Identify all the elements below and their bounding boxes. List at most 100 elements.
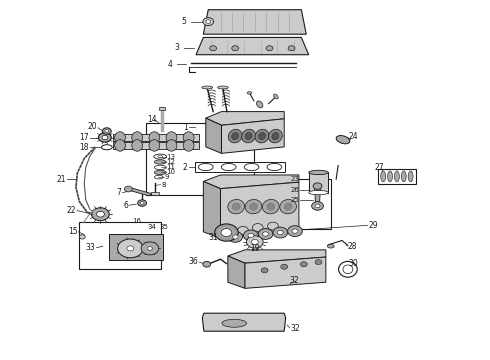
Text: 23: 23 bbox=[290, 176, 299, 182]
Ellipse shape bbox=[255, 129, 269, 143]
Ellipse shape bbox=[284, 203, 292, 210]
Polygon shape bbox=[203, 10, 306, 34]
Text: 25: 25 bbox=[290, 197, 299, 203]
Bar bbox=[378, 169, 416, 184]
Text: 3: 3 bbox=[174, 43, 179, 52]
Ellipse shape bbox=[263, 232, 269, 236]
Ellipse shape bbox=[98, 133, 111, 142]
Polygon shape bbox=[221, 119, 284, 153]
Ellipse shape bbox=[245, 132, 252, 140]
Bar bbox=[146, 123, 254, 195]
Ellipse shape bbox=[154, 160, 166, 164]
Ellipse shape bbox=[218, 86, 228, 89]
Ellipse shape bbox=[228, 199, 245, 214]
Ellipse shape bbox=[105, 130, 109, 132]
Ellipse shape bbox=[206, 20, 211, 23]
Ellipse shape bbox=[101, 145, 112, 150]
Ellipse shape bbox=[388, 171, 392, 182]
Ellipse shape bbox=[154, 175, 163, 179]
Ellipse shape bbox=[288, 226, 302, 237]
Ellipse shape bbox=[300, 262, 307, 267]
Ellipse shape bbox=[268, 222, 278, 230]
Polygon shape bbox=[203, 181, 220, 238]
Ellipse shape bbox=[381, 171, 386, 182]
Ellipse shape bbox=[336, 136, 350, 144]
Ellipse shape bbox=[203, 18, 214, 26]
Text: 31: 31 bbox=[208, 233, 218, 242]
Text: 19: 19 bbox=[250, 244, 260, 253]
Text: 18: 18 bbox=[80, 143, 89, 152]
Ellipse shape bbox=[183, 140, 194, 151]
Text: 11: 11 bbox=[167, 165, 175, 170]
Ellipse shape bbox=[315, 260, 322, 265]
Ellipse shape bbox=[339, 261, 357, 277]
Polygon shape bbox=[202, 313, 286, 331]
Ellipse shape bbox=[258, 229, 273, 239]
Ellipse shape bbox=[315, 204, 320, 208]
Ellipse shape bbox=[273, 94, 278, 99]
Ellipse shape bbox=[244, 230, 258, 241]
Ellipse shape bbox=[203, 261, 211, 267]
Text: 15: 15 bbox=[68, 227, 77, 236]
Ellipse shape bbox=[312, 202, 323, 210]
Polygon shape bbox=[206, 112, 284, 125]
Ellipse shape bbox=[309, 190, 328, 195]
Ellipse shape bbox=[140, 202, 144, 204]
Ellipse shape bbox=[394, 171, 399, 182]
Ellipse shape bbox=[272, 132, 279, 140]
Text: 22: 22 bbox=[67, 206, 76, 215]
Polygon shape bbox=[128, 188, 152, 196]
Polygon shape bbox=[245, 257, 326, 288]
Ellipse shape bbox=[210, 46, 217, 51]
Ellipse shape bbox=[266, 46, 273, 51]
Text: 27: 27 bbox=[374, 163, 384, 172]
Ellipse shape bbox=[222, 319, 246, 327]
Ellipse shape bbox=[343, 265, 353, 274]
Polygon shape bbox=[206, 118, 221, 153]
Ellipse shape bbox=[232, 132, 239, 140]
Text: 17: 17 bbox=[79, 133, 89, 142]
Polygon shape bbox=[220, 182, 299, 238]
Text: 7: 7 bbox=[117, 188, 122, 197]
Ellipse shape bbox=[215, 224, 238, 241]
Ellipse shape bbox=[183, 132, 194, 143]
Bar bbox=[113, 142, 198, 149]
Text: 26: 26 bbox=[290, 188, 299, 193]
Polygon shape bbox=[315, 186, 320, 206]
Text: 1: 1 bbox=[183, 123, 188, 132]
Text: 35: 35 bbox=[159, 224, 168, 230]
Ellipse shape bbox=[115, 140, 125, 151]
Polygon shape bbox=[203, 175, 299, 189]
Text: 32: 32 bbox=[291, 324, 300, 333]
Text: 16: 16 bbox=[132, 219, 141, 224]
Ellipse shape bbox=[281, 264, 288, 269]
Polygon shape bbox=[309, 172, 328, 193]
Bar bbox=[79, 222, 161, 269]
Bar bbox=[195, 162, 285, 172]
Ellipse shape bbox=[267, 203, 275, 210]
Ellipse shape bbox=[147, 247, 152, 250]
Ellipse shape bbox=[252, 224, 263, 231]
Ellipse shape bbox=[154, 165, 166, 170]
Ellipse shape bbox=[288, 46, 295, 51]
Ellipse shape bbox=[248, 233, 254, 238]
Ellipse shape bbox=[149, 140, 160, 151]
Polygon shape bbox=[196, 37, 309, 55]
Text: 10: 10 bbox=[167, 170, 175, 175]
Ellipse shape bbox=[309, 170, 328, 175]
Ellipse shape bbox=[92, 208, 109, 221]
Ellipse shape bbox=[238, 226, 248, 234]
Ellipse shape bbox=[202, 86, 213, 89]
Text: 29: 29 bbox=[368, 221, 378, 230]
Ellipse shape bbox=[132, 132, 143, 143]
Text: 12: 12 bbox=[167, 159, 175, 165]
Text: 8: 8 bbox=[162, 182, 166, 188]
Ellipse shape bbox=[259, 132, 266, 140]
Text: 2: 2 bbox=[183, 163, 188, 172]
Text: 21: 21 bbox=[57, 175, 66, 184]
Text: 9: 9 bbox=[164, 174, 169, 180]
Ellipse shape bbox=[166, 140, 177, 151]
Ellipse shape bbox=[124, 186, 132, 192]
Ellipse shape bbox=[158, 156, 163, 158]
Ellipse shape bbox=[166, 132, 177, 143]
